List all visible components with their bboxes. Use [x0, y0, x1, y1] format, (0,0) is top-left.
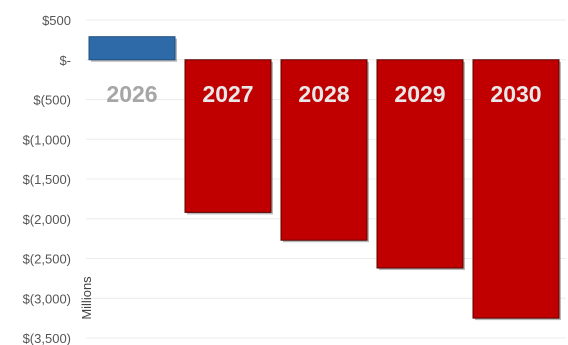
- bar-2027: [184, 59, 272, 213]
- y-axis-ticks: $500 $- $(500) $(1,000) $(1,500) $(2,000) $(2,…: [23, 13, 71, 345]
- y-tick-label: $(3,500): [23, 331, 71, 345]
- y-tick-label: $(500): [33, 93, 71, 108]
- y-tick-label: $(1,500): [23, 172, 71, 187]
- category-label-2027: 2027: [202, 81, 253, 107]
- y-tick-label: $(3,000): [23, 291, 71, 306]
- category-label-2026: 2026: [106, 81, 157, 107]
- y-tick-label: $500: [42, 13, 71, 28]
- category-label-2028: 2028: [298, 81, 349, 107]
- y-tick-label: $(1,000): [23, 132, 71, 147]
- bars: 2026 2027 2028 2029 2030: [88, 36, 561, 321]
- y-tick-label: $(2,000): [23, 212, 71, 227]
- bar-2028: [280, 59, 368, 241]
- bar-2030: [472, 59, 560, 319]
- y-tick-label: $(2,500): [23, 252, 71, 267]
- y-axis-title: Millions: [79, 276, 94, 320]
- y-tick-label: $-: [59, 53, 71, 68]
- bar-2026: [88, 36, 176, 61]
- category-label-2029: 2029: [394, 81, 445, 107]
- category-label-2030: 2030: [490, 81, 541, 107]
- bar-2029: [376, 59, 464, 269]
